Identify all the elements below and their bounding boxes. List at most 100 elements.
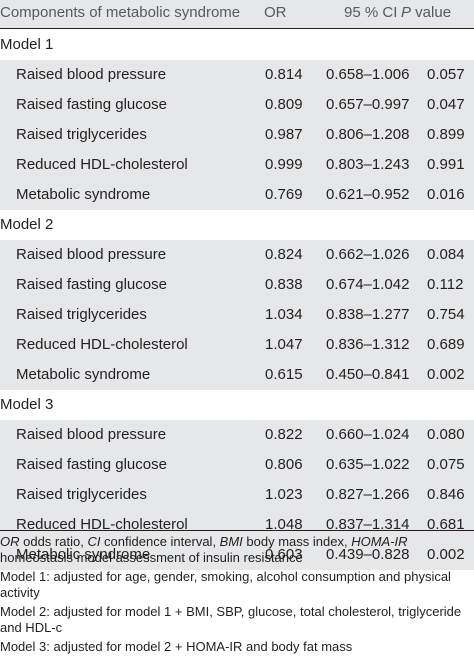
table-row: Raised blood pressure 0.822 0.660–1.024 0.0… — [0, 420, 474, 450]
cell-p-value: 0.057 — [427, 66, 465, 83]
cell-component: Metabolic syndrome — [16, 366, 151, 383]
cell-component: Raised triglycerides — [16, 306, 147, 323]
cell-or: 0.615 — [265, 366, 303, 383]
cell-component: Metabolic syndrome — [16, 546, 151, 563]
model-heading-row: Model 1 — [0, 30, 474, 60]
header-ci: 95 % CI — [344, 4, 398, 21]
header-p-italic: P — [401, 4, 412, 21]
cell-or: 0.603 — [265, 546, 303, 563]
cell-ci: 0.658–1.006 — [326, 66, 410, 83]
cell-or: 0.769 — [265, 186, 303, 203]
cell-or: 1.047 — [265, 336, 303, 353]
cell-or: 0.999 — [265, 156, 303, 173]
cell-p-value: 0.080 — [427, 426, 465, 443]
abbr-bmi: BMI — [219, 534, 243, 549]
cell-ci: 0.837–1.314 — [326, 516, 410, 533]
cell-ci: 0.450–0.841 — [326, 366, 410, 383]
cell-component: Raised blood pressure — [16, 246, 167, 263]
table-row: Metabolic syndrome 0.603 0.439–0.828 0.002 — [0, 540, 474, 570]
header-components: Components of metabolic syndrome — [0, 4, 241, 21]
table-row: Raised fasting glucose 0.809 0.657–0.997 0.… — [0, 90, 474, 120]
abbr-homa: HOMA-IR — [351, 534, 408, 549]
cell-or: 0.806 — [265, 456, 303, 473]
cell-p-value: 0.846 — [427, 486, 465, 503]
def-ci: confidence interval, — [100, 534, 220, 549]
cell-ci: 0.827–1.266 — [326, 486, 410, 503]
table-row: Metabolic syndrome 0.615 0.450–0.841 0.002 — [0, 360, 474, 390]
cell-p-value: 0.075 — [427, 456, 465, 473]
cell-or: 0.987 — [265, 126, 303, 143]
def-bmi: body mass index, — [242, 534, 352, 549]
cell-p-value: 0.991 — [427, 156, 465, 173]
cell-component: Reduced HDL-cholesterol — [16, 336, 188, 353]
cell-ci: 0.621–0.952 — [326, 186, 410, 203]
table-row: Raised triglycerides 1.034 0.838–1.277 0.75… — [0, 300, 474, 330]
table-row: Raised fasting glucose 0.806 0.635–1.022 0.… — [0, 450, 474, 480]
cell-p-value: 0.112 — [427, 276, 464, 293]
cell-ci: 0.662–1.026 — [326, 246, 410, 263]
table-row: Metabolic syndrome 0.769 0.621–0.952 0.016 — [0, 180, 474, 210]
cell-or: 0.822 — [265, 426, 303, 443]
header-p-value: P value — [401, 4, 451, 21]
cell-ci: 0.806–1.208 — [326, 126, 410, 143]
cell-p-value: 0.016 — [427, 186, 465, 203]
footnote-model-2: Model 2: adjusted for model 1 + BMI, SBP… — [0, 604, 462, 635]
table-row: Reduced HDL-cholesterol 1.047 0.836–1.312 0… — [0, 330, 474, 360]
model-heading-row: Model 2 — [0, 210, 474, 240]
cell-component: Raised triglycerides — [16, 486, 147, 503]
table-row: Reduced HDL-cholesterol 1.048 0.837–1.314 0… — [0, 510, 474, 540]
cell-ci: 0.674–1.042 — [326, 276, 410, 293]
cell-or: 1.023 — [265, 486, 303, 503]
cell-p-value: 0.002 — [427, 366, 465, 383]
cell-component: Raised fasting glucose — [16, 276, 167, 293]
cell-p-value: 0.084 — [427, 246, 465, 263]
header-p-rest: value — [411, 4, 452, 21]
model-heading: Model 1 — [0, 36, 54, 53]
cell-ci: 0.439–0.828 — [326, 546, 410, 563]
footnote-model-1: Model 1: adjusted for age, gender, smoki… — [0, 569, 451, 600]
table-row: Raised blood pressure 0.824 0.662–1.026 0.0… — [0, 240, 474, 270]
cell-component: Raised fasting glucose — [16, 456, 167, 473]
cell-component: Raised triglycerides — [16, 126, 147, 143]
cell-component: Raised blood pressure — [16, 426, 167, 443]
model-heading: Model 3 — [0, 396, 54, 413]
table-row: Reduced HDL-cholesterol 0.999 0.803–1.243 0… — [0, 150, 474, 180]
table-footnotes: OR odds ratio, CI confidence interval, B… — [0, 530, 474, 658]
cell-or: 0.824 — [265, 246, 303, 263]
table-row: Raised triglycerides 0.987 0.806–1.208 0.89… — [0, 120, 474, 150]
cell-p-value: 0.047 — [427, 96, 465, 113]
table-row: Raised fasting glucose 0.838 0.674–1.042 0.… — [0, 270, 474, 300]
table-header-row: Components of metabolic syndrome OR 95 %… — [0, 0, 474, 29]
cell-ci: 0.838–1.277 — [326, 306, 410, 323]
cell-or: 0.809 — [265, 96, 303, 113]
table-row: Raised triglycerides 1.023 0.827–1.266 0.84… — [0, 480, 474, 510]
cell-component: Raised blood pressure — [16, 66, 167, 83]
cell-component: Raised fasting glucose — [16, 96, 167, 113]
abbr-or: OR — [0, 534, 20, 549]
footnote-abbreviations: OR odds ratio, CI confidence interval, B… — [0, 534, 474, 566]
cell-ci: 0.836–1.312 — [326, 336, 410, 353]
cell-p-value: 0.681 — [427, 516, 465, 533]
cell-component: Reduced HDL-cholesterol — [16, 516, 188, 533]
cell-p-value: 0.899 — [427, 126, 465, 143]
cell-or: 1.034 — [265, 306, 303, 323]
model-heading-row: Model 3 — [0, 390, 474, 420]
header-or: OR — [264, 4, 287, 21]
cell-or: 0.814 — [265, 66, 303, 83]
abbr-ci: CI — [87, 534, 101, 549]
cell-or: 1.048 — [265, 516, 303, 533]
cell-component: Reduced HDL-cholesterol — [16, 156, 188, 173]
cell-or: 0.838 — [265, 276, 303, 293]
cell-ci: 0.660–1.024 — [326, 426, 410, 443]
model-heading: Model 2 — [0, 216, 54, 233]
cell-p-value: 0.002 — [427, 546, 465, 563]
def-homa: homeostasis model assessment of insulin … — [0, 550, 303, 565]
table-row: Raised blood pressure 0.814 0.658–1.006 0.0… — [0, 60, 474, 90]
cell-ci: 0.657–0.997 — [326, 96, 410, 113]
cell-component: Metabolic syndrome — [16, 186, 151, 203]
footnote-model-3: Model 3: adjusted for model 2 + HOMA-IR … — [0, 639, 353, 654]
def-or: odds ratio, — [19, 534, 88, 549]
cell-p-value: 0.689 — [427, 336, 465, 353]
cell-p-value: 0.754 — [427, 306, 465, 323]
